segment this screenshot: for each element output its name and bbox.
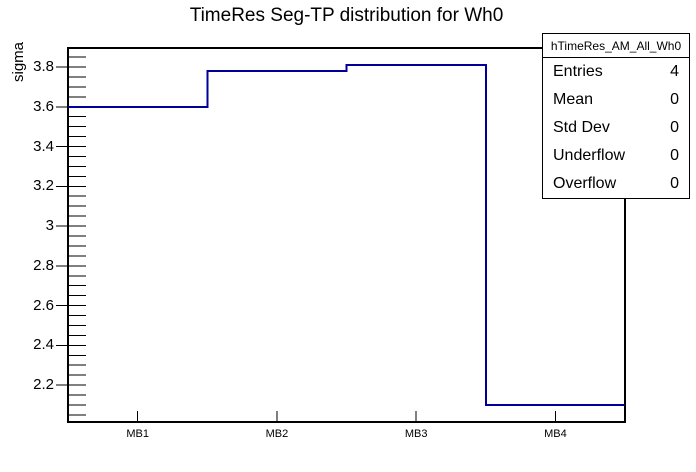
stats-row-mean: Mean 0 [543, 86, 689, 114]
stats-value: 0 [670, 119, 679, 136]
stats-row-underflow: Underflow 0 [543, 142, 689, 170]
stats-value: 4 [670, 63, 679, 80]
y-tick-label: 2.2 [33, 376, 54, 394]
x-tick-label: MB2 [265, 428, 289, 440]
plot-title: TimeRes Seg-TP distribution for Wh0 [189, 5, 504, 26]
y-tick-label: 3 [45, 217, 54, 235]
stats-label: Std Dev [553, 119, 610, 136]
y-tick-label: 2.6 [33, 296, 54, 314]
histogram-step-line[interactable] [68, 64, 625, 406]
stats-box-rows: Entries 4 Mean 0 Std Dev 0 Underflow 0 O… [543, 58, 689, 198]
stats-box-title: hTimeRes_AM_All_Wh0 [543, 34, 689, 58]
x-tick-label: MB1 [126, 428, 149, 440]
y-tick-label: 2.8 [33, 256, 54, 274]
stats-value: 0 [670, 175, 679, 192]
stats-row-stddev: Std Dev 0 [543, 114, 689, 142]
y-tick-label: 3.4 [33, 137, 54, 155]
plot-frame[interactable] [67, 47, 626, 423]
y-tick-label: 3.8 [33, 57, 54, 75]
stats-label: Underflow [553, 147, 626, 164]
stats-label: Mean [553, 91, 594, 108]
y-tick-label: 2.4 [33, 336, 54, 354]
stats-row-entries: Entries 4 [543, 58, 689, 86]
stats-value: 0 [670, 91, 679, 108]
x-tick-label: MB3 [404, 428, 428, 440]
stats-box[interactable]: hTimeRes_AM_All_Wh0 Entries 4 Mean 0 Std… [542, 33, 690, 199]
x-tick-label: MB4 [544, 428, 567, 440]
stats-value: 0 [670, 147, 679, 164]
stats-label: Overflow [553, 175, 617, 192]
stats-label: Entries [553, 63, 603, 80]
y-tick-label: 3.2 [33, 177, 54, 195]
y-tick-label: 3.6 [33, 97, 54, 115]
stats-row-overflow: Overflow 0 [543, 170, 689, 198]
